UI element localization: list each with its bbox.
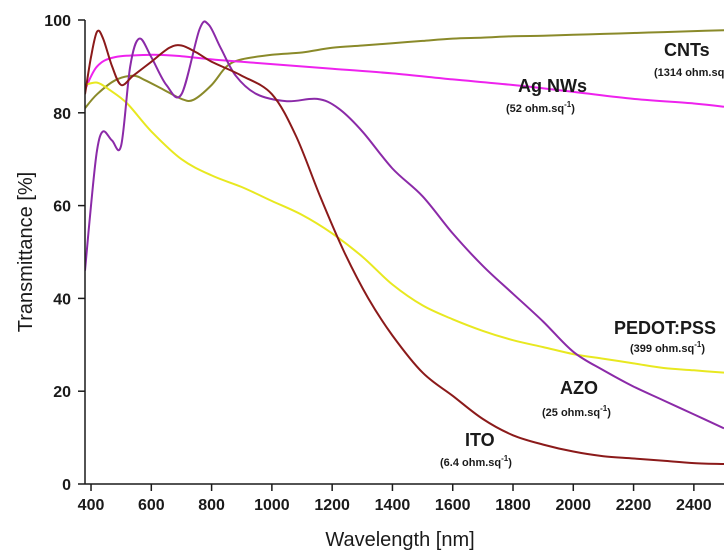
series-resistance-cnts: (1314 ohm.sq-1) <box>654 64 724 79</box>
y-tick-label: 60 <box>53 199 71 216</box>
x-axis-title: Wavelength [nm] <box>325 529 474 551</box>
series-line-ito <box>85 29 724 465</box>
x-tick-label: 2000 <box>555 497 591 514</box>
x-tick-label: 1000 <box>254 497 290 514</box>
y-tick-label: 20 <box>53 384 71 401</box>
x-tick-label: 1200 <box>314 497 350 514</box>
series-label-azo: AZO <box>560 378 598 398</box>
x-tick-label: 800 <box>198 497 225 514</box>
series-label-pedot-pss: PEDOT:PSS <box>614 318 716 338</box>
x-tick-label: 400 <box>78 497 105 514</box>
y-tick-label: 100 <box>44 13 71 30</box>
series-resistance-pedot-pss: (399 ohm.sq-1) <box>630 340 705 355</box>
series-label-layer: CNTs (1314 ohm.sq-1) Ag NWs (52 ohm.sq-1) PE… <box>440 40 724 469</box>
series-line-azo <box>85 20 724 430</box>
series-label-ag-nws: Ag NWs <box>518 76 587 96</box>
y-axis-title: Transmittance [%] <box>15 172 37 332</box>
series-resistance-azo: (25 ohm.sq-1) <box>542 404 611 419</box>
x-tick-label: 1400 <box>375 497 411 514</box>
x-tick-label: 2200 <box>616 497 652 514</box>
x-tick-label: 1800 <box>495 497 531 514</box>
y-tick-label: 0 <box>62 477 71 494</box>
series-line-cnts <box>85 29 724 109</box>
series-resistance-ag-nws: (52 ohm.sq-1) <box>506 100 575 115</box>
series-label-ito: ITO <box>465 430 495 450</box>
series-label-cnts: CNTs <box>664 40 710 60</box>
y-tick-label: 80 <box>53 106 71 123</box>
x-tick-label: 2400 <box>676 497 712 514</box>
tick-layer: 400 600 800 1000 1200 1400 1600 1800 2000 2200 240… <box>44 13 711 514</box>
x-tick-label: 600 <box>138 497 165 514</box>
x-tick-label: 1600 <box>435 497 471 514</box>
series-line-pedot-pss <box>85 81 724 374</box>
series-resistance-ito: (6.4 ohm.sq-1) <box>440 454 512 469</box>
series-layer <box>85 20 724 465</box>
y-tick-label: 40 <box>53 291 71 308</box>
axis-layer <box>84 20 724 485</box>
